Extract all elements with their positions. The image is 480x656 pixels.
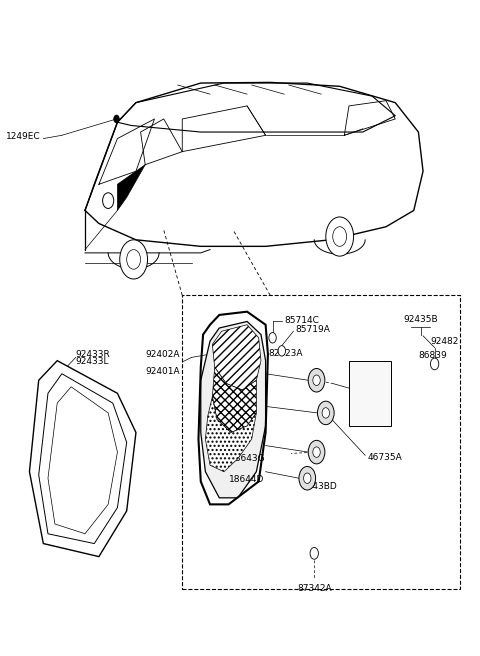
Circle shape xyxy=(326,217,354,256)
Text: 1243BD: 1243BD xyxy=(302,482,337,491)
Text: 92435B: 92435B xyxy=(403,315,438,324)
Polygon shape xyxy=(212,325,261,390)
Circle shape xyxy=(127,250,141,269)
Polygon shape xyxy=(39,374,127,544)
Text: 85719A: 85719A xyxy=(296,325,331,335)
Text: 1249EC: 1249EC xyxy=(6,132,41,141)
Polygon shape xyxy=(201,321,265,498)
Text: 46735A: 46735A xyxy=(368,453,402,462)
Circle shape xyxy=(310,548,318,560)
Bar xyxy=(182,295,460,589)
Text: 92433L: 92433L xyxy=(76,358,109,367)
Text: 92402A: 92402A xyxy=(145,350,180,359)
Polygon shape xyxy=(29,361,136,557)
Bar xyxy=(349,361,391,426)
Circle shape xyxy=(278,346,286,356)
Circle shape xyxy=(333,227,347,247)
Circle shape xyxy=(269,333,276,343)
Text: 18644D: 18644D xyxy=(229,475,264,484)
Text: 92482: 92482 xyxy=(430,337,458,346)
Circle shape xyxy=(103,193,114,209)
Circle shape xyxy=(303,473,311,483)
Circle shape xyxy=(322,407,329,418)
Circle shape xyxy=(313,447,320,457)
Circle shape xyxy=(120,240,147,279)
Circle shape xyxy=(114,115,119,123)
Text: 18643G: 18643G xyxy=(230,454,265,463)
Polygon shape xyxy=(212,367,256,432)
Text: 85714C: 85714C xyxy=(284,316,319,325)
Polygon shape xyxy=(118,165,145,211)
Circle shape xyxy=(431,358,439,370)
Circle shape xyxy=(317,401,334,424)
Text: 18642G: 18642G xyxy=(351,384,387,392)
Polygon shape xyxy=(205,397,256,472)
Text: 82423A: 82423A xyxy=(268,349,302,358)
Circle shape xyxy=(299,466,316,490)
Text: 92433R: 92433R xyxy=(76,350,110,359)
Text: 87342A: 87342A xyxy=(297,584,332,593)
Text: 86839: 86839 xyxy=(419,351,447,360)
Circle shape xyxy=(308,440,325,464)
Text: 92401A: 92401A xyxy=(145,367,180,376)
Polygon shape xyxy=(48,387,118,534)
Circle shape xyxy=(308,369,325,392)
Circle shape xyxy=(313,375,320,386)
